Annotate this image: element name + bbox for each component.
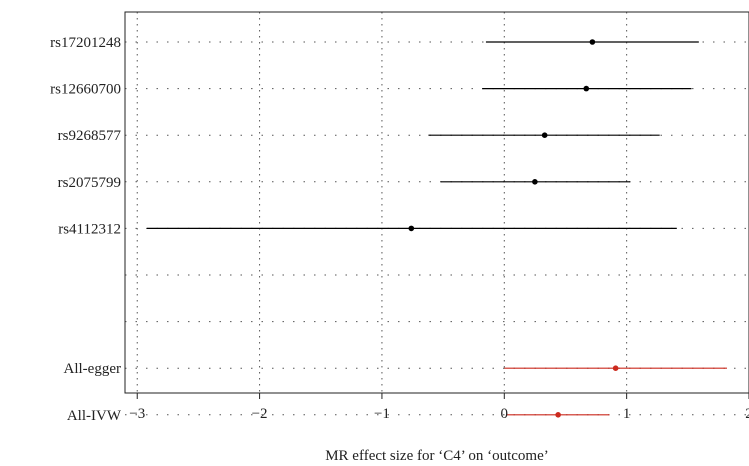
- point-estimate: [583, 85, 590, 92]
- row-layer: rs17201248 rs12660700 rs9268577 rs2075799 rs…: [50, 35, 727, 424]
- row-label: rs17201248: [50, 35, 121, 51]
- grid-layer: [125, 12, 749, 416]
- row-label: rs9268577: [58, 128, 122, 144]
- point-estimate: [541, 132, 548, 138]
- point-estimate: [589, 39, 596, 45]
- point-estimate: [555, 412, 561, 418]
- row-label: rs2075799: [58, 175, 121, 191]
- x-axis: −3 −2 −1 0 1 2: [129, 393, 749, 422]
- row-label: rs4112312: [58, 221, 121, 237]
- plot-frame: [124, 11, 749, 394]
- row-label: All-IVW: [67, 408, 122, 424]
- point-estimate: [532, 179, 538, 185]
- point-estimate: [612, 365, 619, 372]
- point-estimate: [408, 225, 415, 232]
- x-tick-label: 1: [623, 406, 631, 422]
- x-axis-title: MR effect size for ‘C4’ on ‘outcome’: [325, 448, 549, 464]
- x-tick-label: 2: [745, 406, 749, 422]
- x-tick-label: −2: [252, 406, 268, 422]
- x-tick-label: −1: [374, 406, 390, 422]
- x-tick-label: −3: [129, 406, 145, 422]
- x-tick-label: 0: [501, 406, 509, 422]
- row-label: All-egger: [64, 361, 121, 377]
- row-label: rs12660700: [50, 82, 121, 98]
